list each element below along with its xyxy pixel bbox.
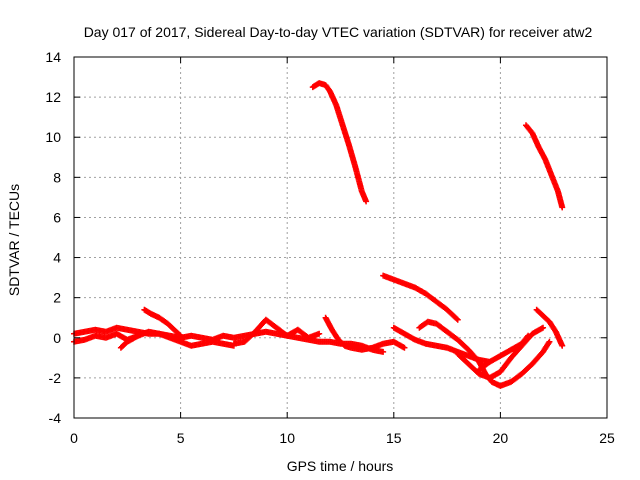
x-tick-label: 20 <box>493 430 509 446</box>
grid-lines <box>74 57 607 418</box>
series-arc-7 <box>322 314 408 353</box>
data-point <box>559 204 566 211</box>
series-arc-5 <box>230 316 323 347</box>
chart-title: Day 017 of 2017, Sidereal Day-to-day VTE… <box>84 24 593 40</box>
data-point <box>401 344 408 351</box>
y-tick-label: 12 <box>45 89 61 105</box>
data-point <box>454 316 461 323</box>
series-arc-2 <box>71 330 141 345</box>
x-tick-label: 5 <box>177 430 185 446</box>
data-points <box>71 80 566 389</box>
x-axis-tick-labels: 0 5 10 15 20 25 <box>70 430 615 446</box>
data-point-interp <box>524 333 531 340</box>
data-point <box>546 338 553 345</box>
data-point-interp <box>176 331 183 338</box>
x-axis-label: GPS time / hours <box>287 458 394 474</box>
y-tick-label: 6 <box>53 209 61 225</box>
y-axis-tick-labels: -4 -2 0 2 4 6 8 10 12 14 <box>45 49 61 426</box>
data-point <box>363 198 370 205</box>
data-point <box>380 348 387 355</box>
y-tick-label: 0 <box>53 330 61 346</box>
series-arc-3 <box>117 328 237 351</box>
data-point <box>525 332 532 339</box>
data-point <box>559 342 566 349</box>
x-tick-label: 25 <box>599 430 615 446</box>
data-point-interp <box>453 315 460 322</box>
y-tick-label: -2 <box>49 370 62 386</box>
y-axis-label: SDTVAR / TECUs <box>6 184 22 296</box>
data-point <box>177 332 184 339</box>
series-arc-8 <box>380 272 461 323</box>
x-tick-label: 10 <box>279 430 295 446</box>
series-arc-13 <box>522 122 566 211</box>
y-tick-label: 10 <box>45 129 61 145</box>
series-arc-10 <box>416 318 553 389</box>
series-arc-6 <box>309 80 370 205</box>
y-tick-label: 4 <box>53 250 61 266</box>
y-tick-label: 8 <box>53 169 61 185</box>
data-point <box>316 330 323 337</box>
series-arc-4 <box>141 306 184 339</box>
plot-frame <box>73 56 608 419</box>
y-tick-label: -4 <box>49 410 62 426</box>
y-tick-label: 14 <box>45 49 61 65</box>
series-arc-12 <box>476 332 532 373</box>
data-point <box>540 324 547 331</box>
axis-ticks <box>73 56 608 419</box>
series-arc-14 <box>533 306 566 349</box>
x-tick-label: 15 <box>386 430 402 446</box>
y-tick-label: 2 <box>53 290 61 306</box>
x-tick-label: 0 <box>70 430 78 446</box>
